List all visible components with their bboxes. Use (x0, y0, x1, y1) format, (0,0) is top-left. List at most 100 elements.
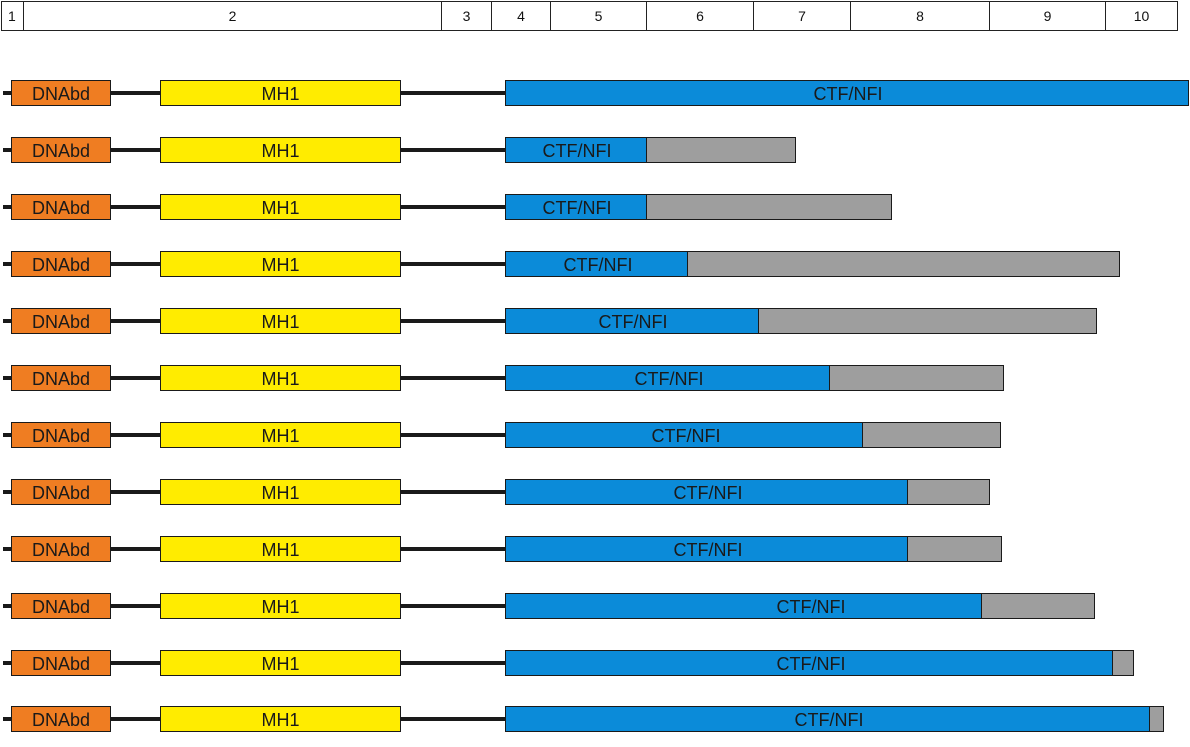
ctf-nfi-domain-label: CTF/NFI (634, 369, 704, 389)
isoform-row: DNAbd MH1 CTF/NFI (0, 80, 1190, 106)
truncated-region (1112, 650, 1134, 676)
isoform-row: DNAbd MH1 CTF/NFI (0, 593, 1190, 619)
mh1-domain: MH1 (160, 593, 401, 619)
mh1-domain-label: MH1 (261, 426, 300, 446)
exon-label: 9 (1043, 8, 1052, 24)
isoform-row: DNAbd MH1 CTF/NFI (0, 650, 1190, 676)
exon-cell-7: 7 (753, 1, 851, 31)
mh1-domain-label: MH1 (261, 312, 300, 332)
ctf-nfi-domain-label: CTF/NFI (542, 141, 612, 161)
mh1-domain: MH1 (160, 536, 401, 562)
mh1-domain-label: MH1 (261, 540, 300, 560)
mh1-domain-label: MH1 (261, 597, 300, 617)
ctf-nfi-domain: CTF/NFI (505, 422, 863, 448)
exon-label: 6 (696, 8, 704, 24)
truncated-region (758, 308, 1097, 334)
ctf-nfi-domain: CTF/NFI (505, 308, 759, 334)
ctf-nfi-domain-label: CTF/NFI (794, 710, 864, 730)
exon-cell-4: 4 (491, 1, 551, 31)
ctf-nfi-domain-label: CTF/NFI (542, 198, 612, 218)
dnabd-domain: DNAbd (11, 137, 111, 163)
mh1-domain: MH1 (160, 706, 401, 732)
truncated-region (907, 479, 990, 505)
mh1-domain-label: MH1 (261, 84, 300, 104)
ctf-nfi-domain-label: CTF/NFI (673, 483, 743, 503)
ctf-nfi-domain: CTF/NFI (505, 365, 830, 391)
mh1-domain-label: MH1 (261, 654, 300, 674)
mh1-domain-label: MH1 (261, 369, 300, 389)
ctf-nfi-domain-label: CTF/NFI (776, 654, 846, 674)
exon-cell-8: 8 (850, 1, 990, 31)
truncated-region (1149, 706, 1164, 732)
mh1-domain: MH1 (160, 422, 401, 448)
isoform-row: DNAbd MH1 CTF/NFI (0, 536, 1190, 562)
exon-label: 8 (916, 8, 924, 24)
dnabd-domain-label: DNAbd (31, 710, 91, 730)
truncated-region (829, 365, 1004, 391)
exon-label: 3 (462, 8, 471, 24)
isoform-row: DNAbd MH1 CTF/NFI (0, 251, 1190, 277)
mh1-domain: MH1 (160, 479, 401, 505)
exon-ruler: 1 2 3 4 5 6 7 8 9 10 (1, 1, 1178, 31)
exon-cell-9: 9 (989, 1, 1106, 31)
ctf-nfi-domain-label: CTF/NFI (776, 597, 846, 617)
exon-label: 7 (798, 8, 806, 24)
mh1-domain-label: MH1 (261, 198, 300, 218)
isoform-row: DNAbd MH1 CTF/NFI (0, 422, 1190, 448)
mh1-domain-label: MH1 (261, 141, 300, 161)
ctf-nfi-domain: CTF/NFI (505, 706, 1150, 732)
truncated-region (646, 194, 892, 220)
ctf-nfi-domain-label: CTF/NFI (651, 426, 721, 446)
ctf-nfi-domain-label: CTF/NFI (598, 312, 668, 332)
isoform-row: DNAbd MH1 CTF/NFI (0, 308, 1190, 334)
exon-label: 10 (1133, 8, 1150, 24)
exon-label: 4 (517, 8, 525, 24)
mh1-domain: MH1 (160, 251, 401, 277)
dnabd-domain-label: DNAbd (31, 597, 91, 617)
mh1-domain-label: MH1 (261, 710, 300, 730)
ctf-nfi-domain: CTF/NFI (505, 479, 908, 505)
ctf-nfi-domain: CTF/NFI (505, 251, 688, 277)
ctf-nfi-domain: CTF/NFI (505, 137, 647, 163)
mh1-domain: MH1 (160, 137, 401, 163)
dnabd-domain: DNAbd (11, 706, 111, 732)
truncated-region (646, 137, 796, 163)
mh1-domain: MH1 (160, 80, 401, 106)
dnabd-domain: DNAbd (11, 194, 111, 220)
exon-cell-6: 6 (646, 1, 754, 31)
mh1-domain: MH1 (160, 194, 401, 220)
dnabd-domain: DNAbd (11, 650, 111, 676)
dnabd-domain: DNAbd (11, 251, 111, 277)
truncated-region (981, 593, 1095, 619)
truncated-region (687, 251, 1120, 277)
dnabd-domain-label: DNAbd (31, 255, 91, 275)
ctf-nfi-domain: CTF/NFI (505, 536, 908, 562)
dnabd-domain: DNAbd (11, 308, 111, 334)
dnabd-domain-label: DNAbd (31, 540, 91, 560)
exon-cell-3: 3 (441, 1, 492, 31)
dnabd-domain-label: DNAbd (31, 369, 91, 389)
dnabd-domain-label: DNAbd (31, 312, 91, 332)
exon-label: 5 (594, 8, 603, 24)
dnabd-domain-label: DNAbd (31, 141, 91, 161)
ctf-nfi-domain-label: CTF/NFI (563, 255, 633, 275)
ctf-nfi-domain: CTF/NFI (505, 194, 647, 220)
dnabd-domain-label: DNAbd (31, 483, 91, 503)
dnabd-domain: DNAbd (11, 422, 111, 448)
mh1-domain: MH1 (160, 650, 401, 676)
exon-cell-5: 5 (550, 1, 647, 31)
isoform-row: DNAbd MH1 CTF/NFI (0, 479, 1190, 505)
dnabd-domain: DNAbd (11, 536, 111, 562)
mh1-domain: MH1 (160, 308, 401, 334)
dnabd-domain-label: DNAbd (31, 84, 91, 104)
exon-cell-2: 2 (23, 1, 442, 31)
exon-cell-10: 10 (1105, 1, 1178, 31)
mh1-domain: MH1 (160, 365, 401, 391)
dnabd-domain-label: DNAbd (31, 654, 91, 674)
ctf-nfi-domain: CTF/NFI (505, 593, 982, 619)
dnabd-domain: DNAbd (11, 365, 111, 391)
ctf-nfi-domain: CTF/NFI (505, 650, 1113, 676)
dnabd-domain-label: DNAbd (31, 198, 91, 218)
dnabd-domain: DNAbd (11, 80, 111, 106)
